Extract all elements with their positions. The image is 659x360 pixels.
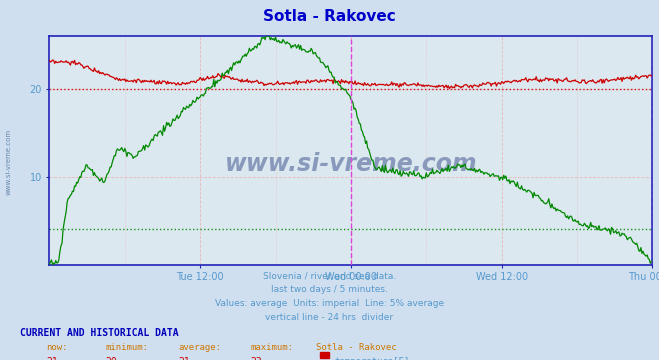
Text: www.si-vreme.com: www.si-vreme.com — [225, 152, 477, 176]
Text: CURRENT AND HISTORICAL DATA: CURRENT AND HISTORICAL DATA — [20, 328, 179, 338]
Text: temperature[F]: temperature[F] — [334, 357, 409, 360]
Text: last two days / 5 minutes.: last two days / 5 minutes. — [271, 285, 388, 294]
Text: 21: 21 — [46, 357, 58, 360]
Text: www.si-vreme.com: www.si-vreme.com — [5, 129, 11, 195]
Text: Slovenia / river and sea data.: Slovenia / river and sea data. — [263, 272, 396, 281]
Text: average:: average: — [178, 343, 221, 352]
Text: Sotla - Rakovec: Sotla - Rakovec — [263, 9, 396, 24]
Text: 23: 23 — [250, 357, 262, 360]
Text: Sotla - Rakovec: Sotla - Rakovec — [316, 343, 397, 352]
Text: 21: 21 — [178, 357, 190, 360]
Text: 20: 20 — [105, 357, 117, 360]
Text: maximum:: maximum: — [250, 343, 293, 352]
Text: now:: now: — [46, 343, 68, 352]
Text: Values: average  Units: imperial  Line: 5% average: Values: average Units: imperial Line: 5%… — [215, 299, 444, 308]
Text: vertical line - 24 hrs  divider: vertical line - 24 hrs divider — [266, 313, 393, 322]
Text: minimum:: minimum: — [105, 343, 148, 352]
